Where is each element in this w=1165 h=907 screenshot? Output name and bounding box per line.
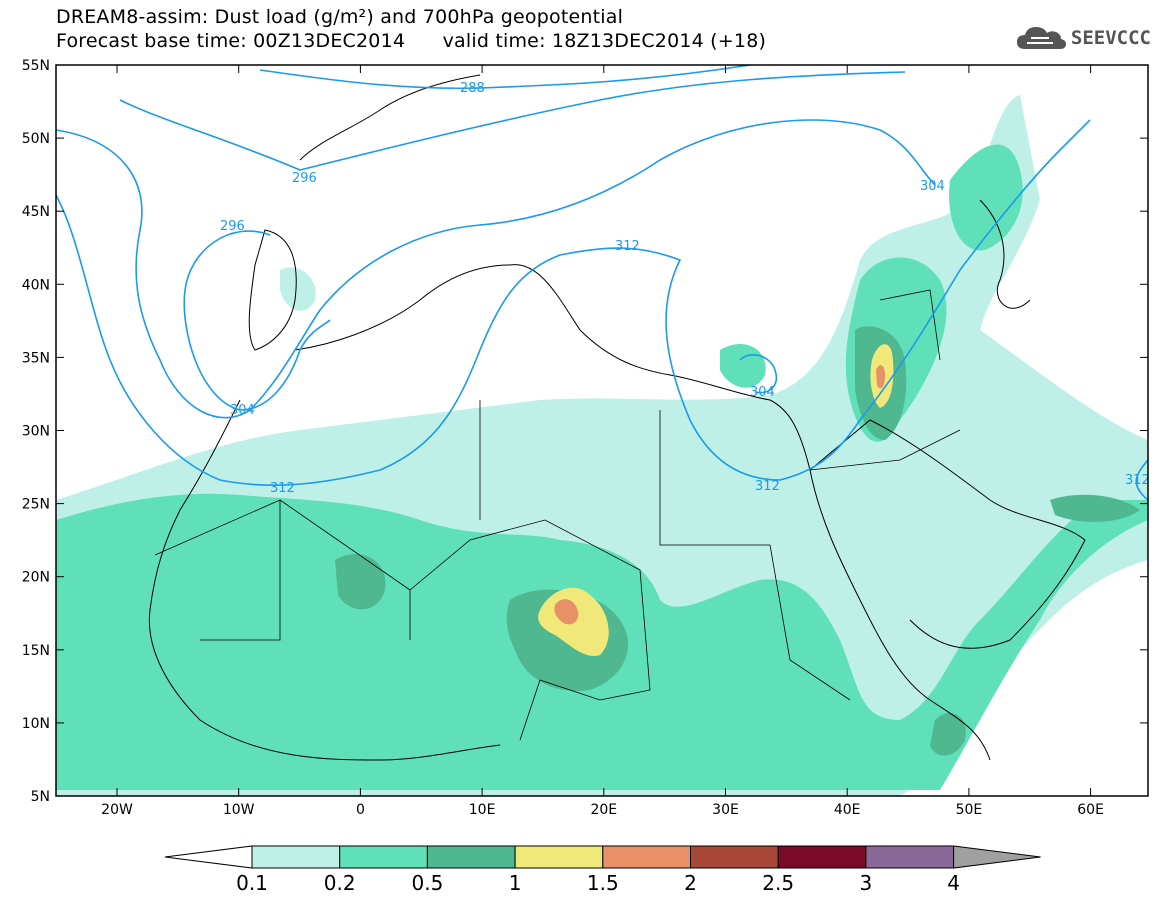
lat-label: 40N bbox=[22, 277, 50, 293]
colorbar-segment bbox=[339, 845, 428, 869]
lon-label: 50E bbox=[956, 802, 983, 818]
colorbar-arrow-low bbox=[164, 845, 253, 869]
seevccc-logo: SEEVCCC bbox=[1015, 20, 1151, 56]
dust-layer-0.1 bbox=[56, 95, 1148, 796]
contour-label: 304 bbox=[920, 179, 945, 194]
colorbar-label: 0.2 bbox=[324, 871, 356, 895]
logo-text: SEEVCCC bbox=[1070, 27, 1151, 49]
coastlines bbox=[148, 74, 1086, 761]
lon-label: 40E bbox=[834, 802, 861, 818]
lat-label: 45N bbox=[22, 204, 50, 220]
lat-label: 35N bbox=[22, 350, 50, 366]
colorbar-label: 2.5 bbox=[762, 871, 794, 895]
longitude-axis: 20W 10W 0 10E 20E 30E 40E 50E 60E bbox=[101, 65, 1104, 818]
lon-label: 60E bbox=[1077, 802, 1104, 818]
contour-labels: 288 296 296 304 304 304 312 312 312 312 bbox=[220, 81, 1150, 496]
lon-label: 10E bbox=[469, 802, 496, 818]
dust-layer-0.2 bbox=[56, 144, 1148, 790]
contour-label: 304 bbox=[750, 385, 775, 400]
lon-label: 0 bbox=[356, 802, 365, 818]
colorbar-segment bbox=[690, 845, 779, 869]
colorbar-label: 0.1 bbox=[236, 871, 268, 895]
lon-label: 20W bbox=[101, 802, 133, 818]
lon-label: 30E bbox=[712, 802, 739, 818]
colorbar: 0.1 0.2 0.5 1 1.5 2 2.5 3 4 bbox=[164, 845, 1041, 895]
lat-label: 50N bbox=[22, 131, 50, 147]
colorbar-segment bbox=[251, 845, 341, 869]
contour-label: 288 bbox=[460, 81, 485, 96]
lon-label: 10W bbox=[223, 802, 255, 818]
colorbar-segment bbox=[777, 845, 867, 869]
colorbar-label: 1.5 bbox=[587, 871, 619, 895]
colorbar-segment bbox=[514, 845, 604, 869]
colorbar-label: 3 bbox=[860, 871, 873, 895]
map-area: 288 296 296 304 304 304 312 312 312 312 bbox=[56, 65, 1150, 796]
contour-label: 312 bbox=[755, 479, 780, 494]
dust-layer-0.5 bbox=[335, 326, 1140, 756]
colorbar-label: 0.5 bbox=[411, 871, 443, 895]
contour-label: 312 bbox=[615, 239, 640, 254]
lat-label: 55N bbox=[22, 58, 50, 74]
geopotential-contours bbox=[56, 65, 1148, 501]
lat-label: 25N bbox=[22, 497, 50, 513]
contour-label: 296 bbox=[292, 171, 317, 186]
forecast-times: Forecast base time: 00Z13DEC2014 valid t… bbox=[56, 30, 767, 52]
lat-label: 30N bbox=[22, 424, 50, 440]
colorbar-segment bbox=[426, 845, 516, 869]
cloud-logo-icon bbox=[1016, 27, 1066, 49]
lat-label: 20N bbox=[22, 570, 50, 586]
colorbar-segment bbox=[602, 845, 691, 869]
colorbar-segment bbox=[865, 845, 955, 869]
colorbar-label: 2 bbox=[684, 871, 697, 895]
colorbar-arrow-high bbox=[953, 845, 1041, 869]
lat-label: 15N bbox=[22, 643, 50, 659]
dust-layer-1.5 bbox=[554, 365, 885, 625]
map-title: DREAM8-assim: Dust load (g/m²) and 700hP… bbox=[56, 6, 624, 28]
lat-label: 5N bbox=[31, 789, 50, 805]
map-frame bbox=[55, 64, 1149, 797]
lat-label: 10N bbox=[22, 716, 50, 732]
lon-label: 20E bbox=[590, 802, 617, 818]
contour-label: 304 bbox=[230, 403, 255, 418]
contour-label: 312 bbox=[270, 481, 295, 496]
contour-label: 296 bbox=[220, 219, 245, 234]
dust-layer-1 bbox=[538, 344, 894, 656]
country-borders bbox=[154, 289, 961, 741]
colorbar-label: 1 bbox=[509, 871, 522, 895]
contour-label: 312 bbox=[1125, 473, 1150, 488]
colorbar-label: 4 bbox=[947, 871, 960, 895]
latitude-axis: 55N 50N 45N 40N 35N 30N 25N 20N 15N 10N 5N bbox=[22, 58, 1148, 805]
